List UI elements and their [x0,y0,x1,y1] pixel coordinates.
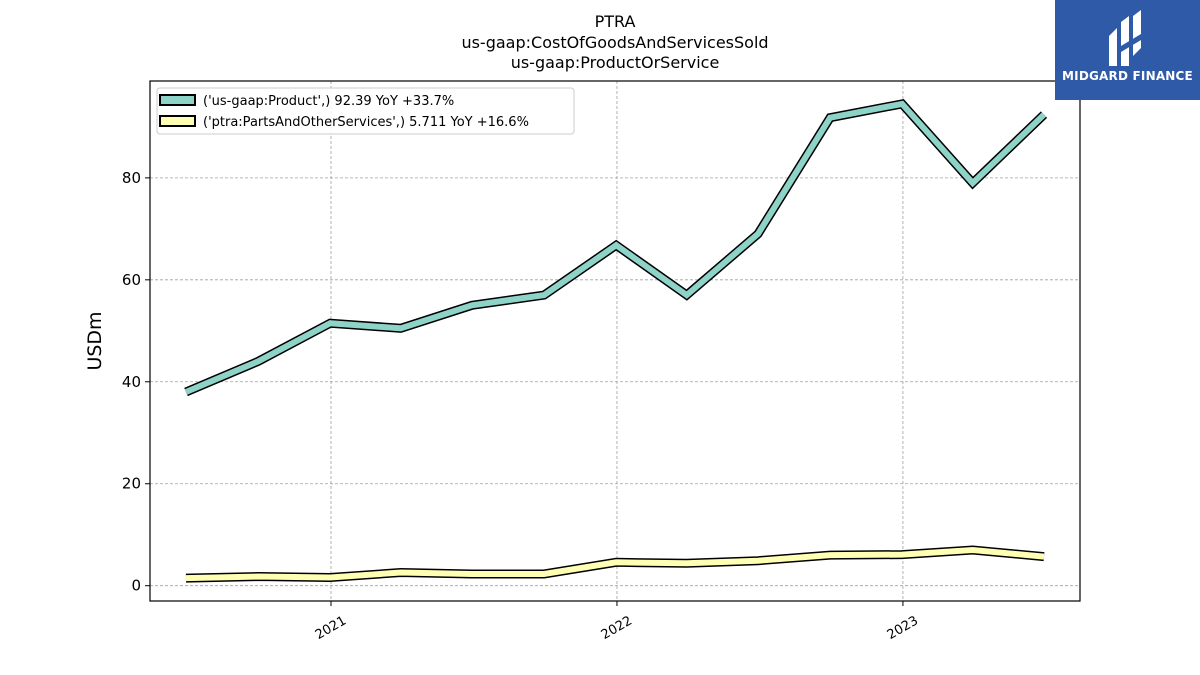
y-axis: 0 20 40 60 80 [122,169,150,595]
chart-title-line-3: us-gaap:ProductOrService [511,53,720,72]
data-point [541,570,548,577]
legend-box [156,87,575,135]
y-axis-label: USDm [84,311,106,370]
data-point [899,100,906,107]
data-point [255,358,262,365]
data-point [469,302,476,309]
data-point [754,230,761,237]
legend-label: ('ptra:PartsAndOtherServices',) 5.711 Yo… [203,115,529,130]
data-point [683,292,690,299]
data-point [754,557,761,564]
data-point [613,242,620,249]
data-point [397,325,404,332]
data-point [1040,553,1047,560]
grid-lines [150,81,1080,601]
data-point [899,551,906,558]
data-point [183,575,190,582]
brand-logo: MIDGARD FINANCE [1055,0,1200,100]
data-point [1040,111,1047,118]
data-point [327,574,334,581]
y-tick-label: 20 [122,475,141,493]
brand-logo-text: MIDGARD FINANCE [1062,69,1193,83]
plot-frame [149,80,1081,602]
data-point [827,114,834,121]
x-axis: 2021 2022 2023 [313,601,921,643]
data-point [255,573,262,580]
legend-swatch [159,94,196,106]
data-point [469,570,476,577]
data-point [541,292,548,299]
series-line [184,100,1047,395]
series-line [185,546,1045,582]
brand-logo-mark-icon [1109,10,1141,66]
data-point [827,552,834,559]
data-point [683,560,690,567]
data-point [183,388,190,395]
y-tick-label: 80 [122,169,141,187]
legend-swatch [159,115,196,127]
legend-label: ('us-gaap:Product',) 92.39 YoY +33.7% [203,94,454,109]
data-point [327,320,334,327]
y-tick-label: 0 [131,577,141,595]
chart-title: PTRA us-gaap:CostOfGoodsAndServicesSold … [461,12,768,72]
data-point [397,569,404,576]
x-tick-label: 2022 [599,613,635,643]
x-tick-label: 2023 [885,613,921,643]
chart-title-line-2: us-gaap:CostOfGoodsAndServicesSold [461,33,768,52]
series-lines [183,99,1048,583]
y-tick-label: 60 [122,271,141,289]
data-point [969,547,976,554]
data-point [969,179,976,186]
data-point [613,559,620,566]
chart-title-line-1: PTRA [595,12,636,31]
y-tick-label: 40 [122,373,141,391]
legend: ('us-gaap:Product',) 92.39 YoY +33.7% ('p… [156,87,575,135]
x-tick-label: 2021 [313,613,349,643]
